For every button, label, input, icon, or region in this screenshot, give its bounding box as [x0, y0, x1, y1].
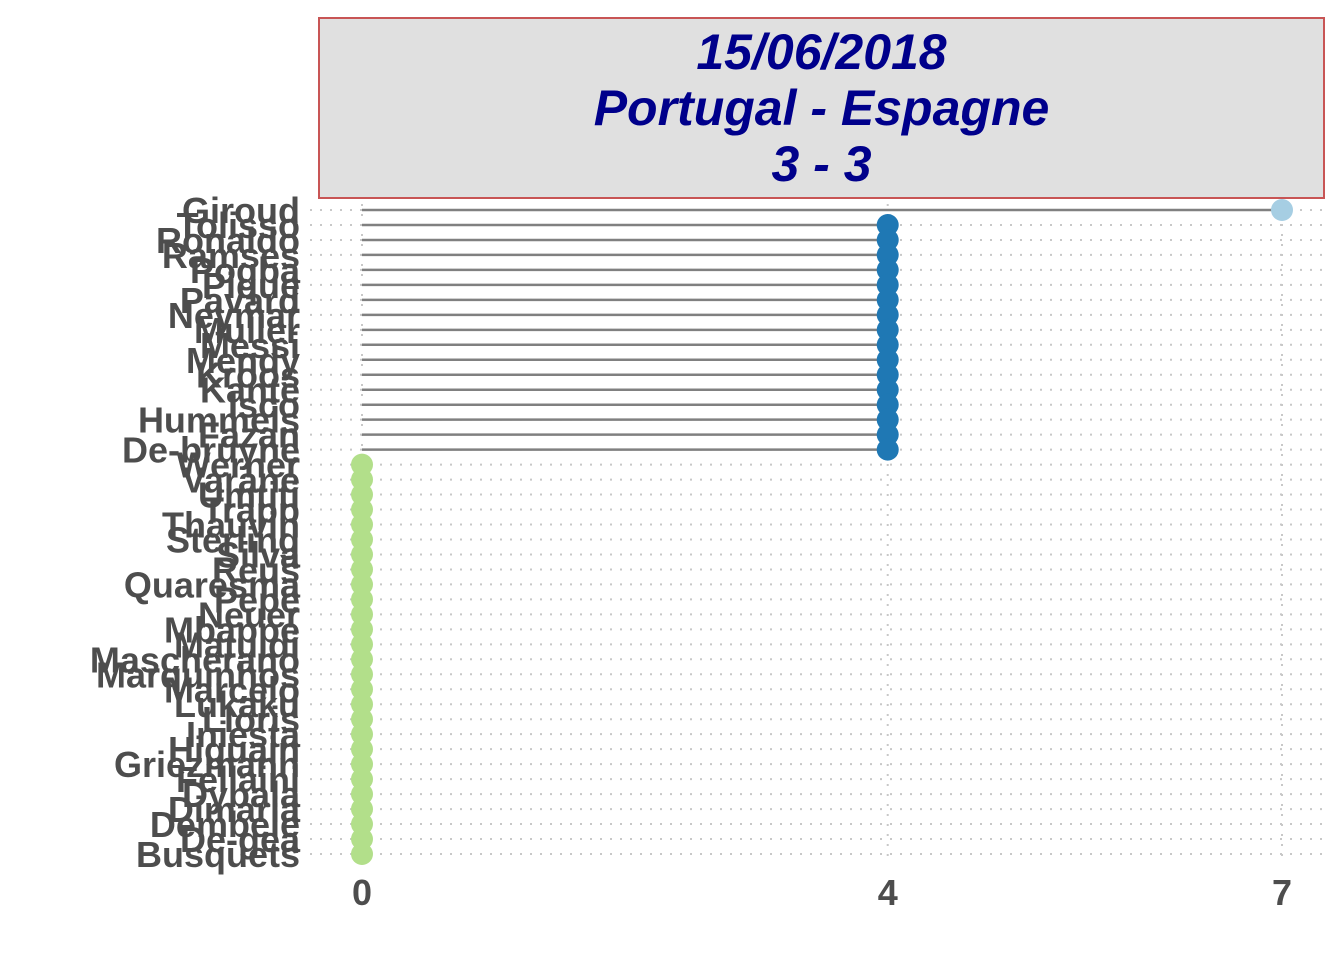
- y-label-marquinhos: Marquinhos: [96, 654, 300, 695]
- x-axis-labels: 0 4 7: [352, 872, 1292, 913]
- match-teams: Portugal - Espagne: [593, 80, 1050, 136]
- y-label-de-gea: De-gea: [180, 819, 301, 860]
- match-date: 15/06/2018: [696, 24, 947, 80]
- y-label-hummels: Hummels: [138, 400, 300, 441]
- y-label-werner: Werner: [177, 445, 300, 486]
- x-tick-label-0: 0: [352, 872, 372, 913]
- y-label-thauvin: Thauvin: [162, 505, 300, 546]
- y-label-fellaini: Fellaini: [176, 759, 300, 800]
- y-label-iniesta: Iniesta: [186, 714, 301, 755]
- y-label-trapp: Trapp: [202, 490, 300, 531]
- y-label-griezmann: Griezmann: [114, 744, 300, 785]
- y-label-pique: Pique: [202, 265, 300, 306]
- y-label-umtiti: Umtiti: [198, 475, 300, 516]
- y-label-varane: Varane: [182, 460, 300, 501]
- x-tick-label-4: 4: [878, 872, 898, 913]
- y-label-kante: Kante: [200, 370, 300, 411]
- x-tick-label-7: 7: [1272, 872, 1292, 913]
- y-label-matuidi: Matuidi: [174, 624, 300, 665]
- title-box: 15/06/2018 Portugal - Espagne 3 - 3: [318, 17, 1325, 199]
- y-label-mbappe: Mbappe: [164, 609, 300, 650]
- match-score: 3 - 3: [771, 136, 872, 192]
- y-label-mascherano: Mascherano: [90, 639, 300, 680]
- y-label-ramses: Ramses: [162, 235, 300, 276]
- y-label-muller: Muller: [194, 310, 300, 351]
- y-label-isco: Isco: [228, 385, 300, 426]
- y-label-pavard: Pavard: [180, 280, 300, 321]
- y-label-marcelo: Marcelo: [164, 669, 300, 710]
- y-label-neuer: Neuer: [198, 594, 300, 635]
- y-label-kroos: Kroos: [196, 355, 300, 396]
- y-label-dimaria: Dimaria: [168, 789, 301, 830]
- y-label-dembele: Dembele: [150, 804, 300, 845]
- y-label-giroud: Giroud: [182, 190, 300, 231]
- y-label-pepe: Pepe: [214, 579, 300, 620]
- y-label-fazan: Fazan: [198, 415, 300, 456]
- y-label-ronaldo: Ronaldo: [156, 220, 300, 261]
- y-label-neymar: Neymar: [168, 295, 300, 336]
- y-label-reus: Reus: [212, 549, 300, 590]
- y-label-tolisso: Tolisso: [177, 205, 300, 246]
- y-label-quaresma: Quaresma: [124, 564, 301, 605]
- y-label-mendy: Mendy: [186, 340, 300, 381]
- y-label-sterling: Sterling: [166, 519, 300, 560]
- y-label-lukaku: Lukaku: [174, 684, 300, 725]
- point-giroud: [1271, 199, 1293, 221]
- y-label-de-bruyne: De-bruyne: [122, 430, 300, 471]
- y-axis-labels: GiroudTolissoRonaldoRamsesPogbaPiquePava…: [90, 190, 301, 875]
- y-label-dybala: Dybala: [182, 774, 301, 815]
- point-de-bruyne: [876, 438, 899, 461]
- stems: [362, 208, 1282, 451]
- y-label-lloris: Lloris: [202, 699, 300, 740]
- point-busquets: [351, 843, 373, 865]
- y-label-silva: Silva: [216, 534, 301, 575]
- y-label-messi: Messi: [200, 325, 300, 366]
- y-label-higuain: Higuain: [168, 729, 300, 770]
- grid-lines: [310, 204, 1328, 860]
- y-label-busquets: Busquets: [136, 834, 300, 875]
- data-points: [351, 199, 1293, 865]
- y-label-pogba: Pogba: [190, 250, 301, 291]
